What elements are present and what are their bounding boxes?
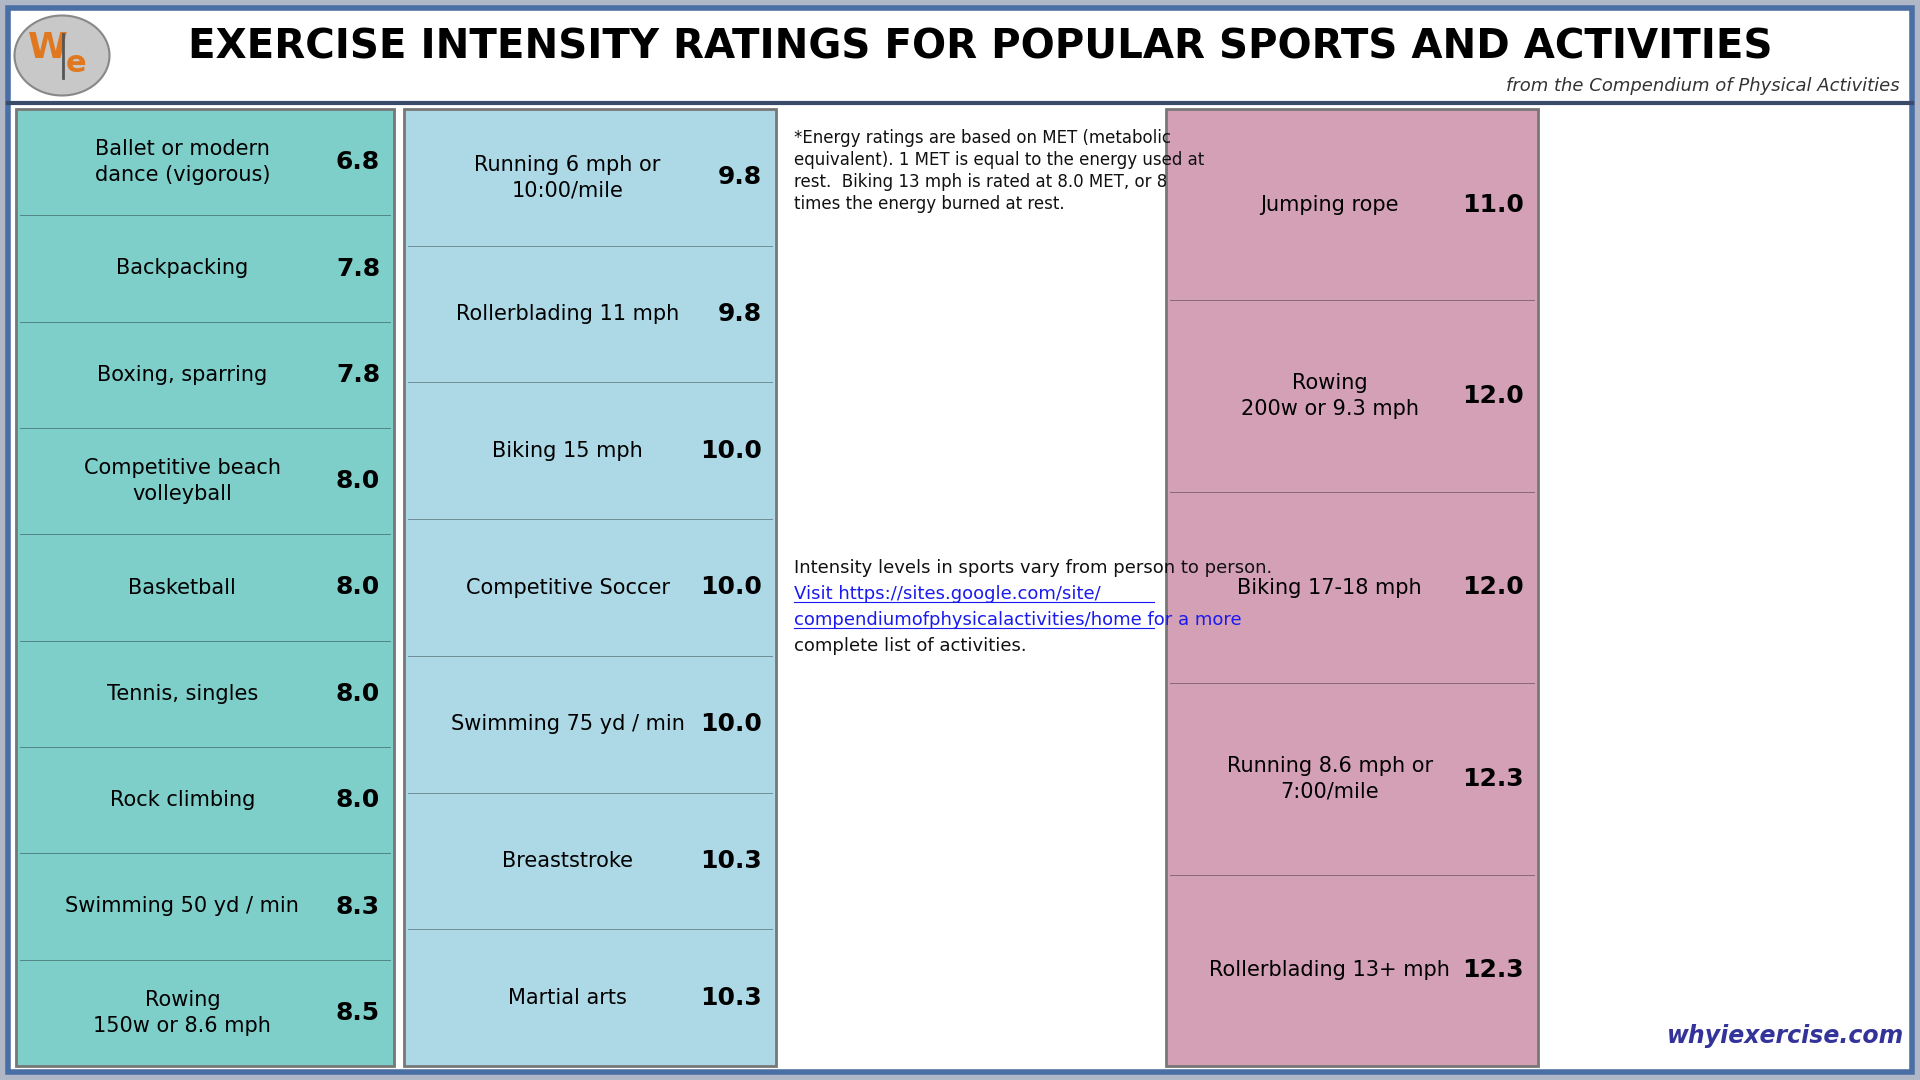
Text: 8.0: 8.0 (336, 469, 380, 494)
Text: Running 8.6 mph or
7:00/mile: Running 8.6 mph or 7:00/mile (1227, 756, 1432, 801)
Text: Basketball: Basketball (129, 578, 236, 597)
Text: 10.0: 10.0 (701, 576, 762, 599)
Text: Swimming 75 yd / min: Swimming 75 yd / min (451, 714, 685, 734)
Text: 8.3: 8.3 (336, 894, 380, 918)
Text: Backpacking: Backpacking (117, 258, 248, 279)
Text: Breaststroke: Breaststroke (503, 851, 634, 870)
Text: 12.0: 12.0 (1463, 384, 1524, 408)
Text: times the energy burned at rest.: times the energy burned at rest. (795, 195, 1064, 213)
Text: complete list of activities.: complete list of activities. (795, 637, 1027, 654)
Text: Tennis, singles: Tennis, singles (108, 684, 257, 704)
Text: 10.0: 10.0 (701, 438, 762, 463)
Text: Biking 15 mph: Biking 15 mph (492, 441, 643, 461)
Text: Rollerblading 11 mph: Rollerblading 11 mph (457, 305, 680, 324)
FancyBboxPatch shape (403, 109, 776, 1066)
Ellipse shape (15, 15, 109, 95)
Text: 8.5: 8.5 (336, 1001, 380, 1025)
FancyBboxPatch shape (15, 109, 394, 1066)
Text: Martial arts: Martial arts (509, 987, 628, 1008)
Text: Swimming 50 yd / min: Swimming 50 yd / min (65, 896, 300, 917)
Text: 9.8: 9.8 (718, 302, 762, 326)
Text: equivalent). 1 MET is equal to the energy used at: equivalent). 1 MET is equal to the energ… (795, 151, 1204, 168)
Text: 8.0: 8.0 (336, 788, 380, 812)
Text: Jumping rope: Jumping rope (1260, 194, 1400, 215)
Text: rest.  Biking 13 mph is rated at 8.0 MET, or 8: rest. Biking 13 mph is rated at 8.0 MET,… (795, 173, 1167, 191)
Text: *Energy ratings are based on MET (metabolic: *Energy ratings are based on MET (metabo… (795, 129, 1171, 147)
Text: W: W (29, 30, 67, 65)
FancyBboxPatch shape (8, 8, 1912, 1072)
Text: 9.8: 9.8 (718, 165, 762, 189)
Text: Competitive beach
volleyball: Competitive beach volleyball (84, 458, 280, 504)
FancyBboxPatch shape (1165, 109, 1538, 1066)
Text: 10.3: 10.3 (701, 986, 762, 1010)
Text: 8.0: 8.0 (336, 681, 380, 706)
Text: Rollerblading 13+ mph: Rollerblading 13+ mph (1210, 960, 1450, 981)
Text: Competitive Soccer: Competitive Soccer (467, 578, 670, 597)
Text: Intensity levels in sports vary from person to person.: Intensity levels in sports vary from per… (795, 558, 1273, 577)
Text: Running 6 mph or
10:00/mile: Running 6 mph or 10:00/mile (474, 154, 660, 200)
Text: 10.0: 10.0 (701, 712, 762, 737)
Text: Rowing
200w or 9.3 mph: Rowing 200w or 9.3 mph (1240, 374, 1419, 419)
Text: 7.8: 7.8 (336, 363, 380, 387)
Text: EXERCISE INTENSITY RATINGS FOR POPULAR SPORTS AND ACTIVITIES: EXERCISE INTENSITY RATINGS FOR POPULAR S… (188, 28, 1772, 68)
Text: from the Compendium of Physical Activities: from the Compendium of Physical Activiti… (1507, 77, 1901, 95)
Text: Visit https://sites.google.com/site/: Visit https://sites.google.com/site/ (795, 584, 1100, 603)
Text: Biking 17-18 mph: Biking 17-18 mph (1236, 578, 1423, 597)
Text: e: e (65, 49, 86, 78)
Text: 11.0: 11.0 (1463, 192, 1524, 217)
Text: Rock climbing: Rock climbing (109, 791, 255, 810)
Text: 8.0: 8.0 (336, 576, 380, 599)
Text: 12.0: 12.0 (1463, 576, 1524, 599)
Text: 12.3: 12.3 (1463, 958, 1524, 983)
Text: compendiumofphysicalactivities/home for a more: compendiumofphysicalactivities/home for … (795, 611, 1242, 629)
Text: 10.3: 10.3 (701, 849, 762, 873)
Text: whyiexercise.com: whyiexercise.com (1667, 1024, 1905, 1048)
Text: 6.8: 6.8 (336, 150, 380, 174)
Text: 7.8: 7.8 (336, 256, 380, 281)
Text: 12.3: 12.3 (1463, 767, 1524, 791)
Text: Rowing
150w or 8.6 mph: Rowing 150w or 8.6 mph (94, 990, 271, 1036)
Text: Boxing, sparring: Boxing, sparring (98, 365, 267, 384)
Text: Ballet or modern
dance (vigorous): Ballet or modern dance (vigorous) (94, 139, 271, 185)
